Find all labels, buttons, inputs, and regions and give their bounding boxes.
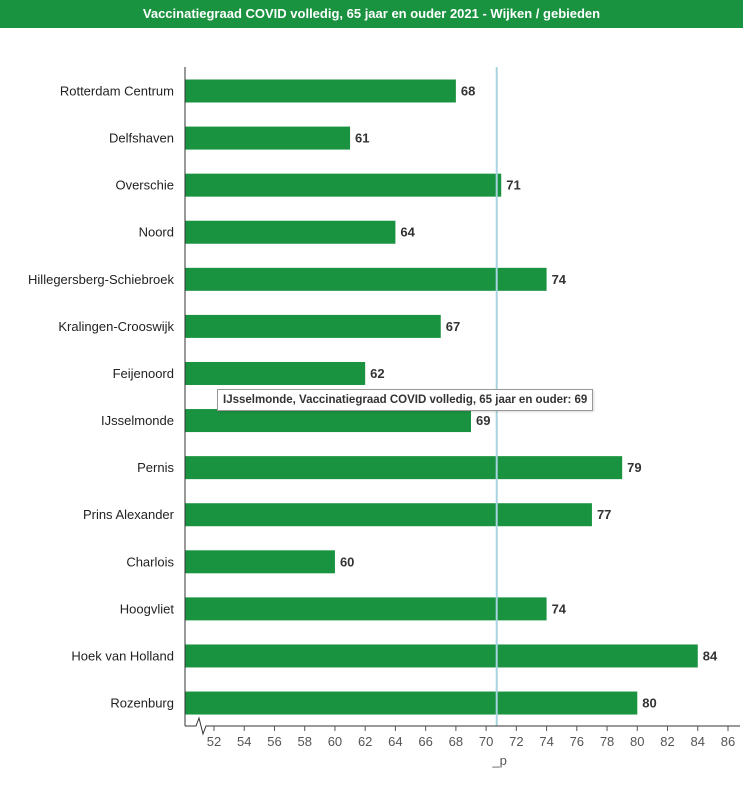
- bar: [185, 409, 471, 433]
- data-label: 67: [446, 319, 460, 334]
- bar: [185, 456, 623, 480]
- data-label: 62: [370, 366, 384, 381]
- x-tick-label: 86: [721, 734, 735, 749]
- bar: [185, 597, 547, 621]
- bar: [185, 220, 396, 244]
- category-label: Hillegersberg-Schiebroek: [28, 272, 174, 287]
- x-tick-label: 60: [328, 734, 342, 749]
- category-label: Delfshaven: [109, 131, 174, 146]
- x-tick-label: 78: [600, 734, 614, 749]
- x-tick-label: 54: [237, 734, 251, 749]
- axis-layer: 52 54 56 58 60 62 64 66 68 70 72 74 76 78 80 82 84 86: [184, 67, 740, 749]
- bar: [185, 267, 547, 291]
- x-axis: [185, 716, 740, 736]
- category-label: Noord: [139, 225, 174, 240]
- data-label: 74: [552, 272, 567, 287]
- tooltip: IJsselmonde, Vaccinatiegraad COVID volle…: [217, 389, 594, 411]
- reference-line-label: _p: [491, 753, 506, 768]
- category-label: IJsselmonde: [101, 413, 174, 428]
- data-label: 77: [597, 507, 611, 522]
- data-label: 68: [461, 84, 475, 99]
- bar: [185, 173, 502, 197]
- category-label: Kralingen-Crooswijk: [58, 319, 174, 334]
- category-label: Feijenoord: [113, 366, 174, 381]
- category-label: Rotterdam Centrum: [60, 84, 174, 99]
- x-tick-label: 62: [358, 734, 372, 749]
- category-label: Hoogvliet: [120, 601, 175, 616]
- x-tick-label: 76: [570, 734, 584, 749]
- bar: [185, 361, 366, 385]
- x-tick-label: 82: [660, 734, 674, 749]
- bar: [185, 691, 638, 715]
- data-label: 71: [506, 178, 520, 193]
- data-label: 80: [642, 696, 656, 711]
- category-label: Overschie: [115, 178, 174, 193]
- x-tick-label: 84: [691, 734, 705, 749]
- x-tick-label: 66: [418, 734, 432, 749]
- bars-layer: [185, 79, 698, 715]
- data-label: 79: [627, 460, 641, 475]
- bar: [185, 503, 592, 527]
- category-label: Pernis: [137, 460, 174, 475]
- data-label: 69: [476, 413, 490, 428]
- data-label: 60: [340, 554, 354, 569]
- category-label: Charlois: [126, 554, 174, 569]
- category-label: Hoek van Holland: [71, 648, 174, 663]
- bar: [185, 314, 441, 338]
- category-label: Prins Alexander: [83, 507, 175, 522]
- x-tick-label: 72: [509, 734, 523, 749]
- x-tick-label: 68: [449, 734, 463, 749]
- data-label: 84: [703, 648, 718, 663]
- labels-layer: Rotterdam Centrum 68 Delfshaven 61 Overschie…: [28, 84, 718, 711]
- data-label: 64: [400, 225, 415, 240]
- x-tick-label: 56: [267, 734, 281, 749]
- bar: [185, 644, 698, 668]
- x-tick-label: 58: [297, 734, 311, 749]
- chart-title: Vaccinatiegraad COVID volledig, 65 jaar …: [0, 0, 743, 28]
- x-tick-label: 74: [539, 734, 553, 749]
- x-tick-label: 64: [388, 734, 402, 749]
- x-tick-label: 70: [479, 734, 493, 749]
- data-label: 74: [552, 601, 567, 616]
- x-tick-label: 80: [630, 734, 644, 749]
- bar: [185, 79, 456, 103]
- category-label: Rozenburg: [110, 696, 174, 711]
- bar: [185, 126, 351, 150]
- bar: [185, 550, 335, 574]
- x-tick-label: 52: [207, 734, 221, 749]
- data-label: 61: [355, 131, 369, 146]
